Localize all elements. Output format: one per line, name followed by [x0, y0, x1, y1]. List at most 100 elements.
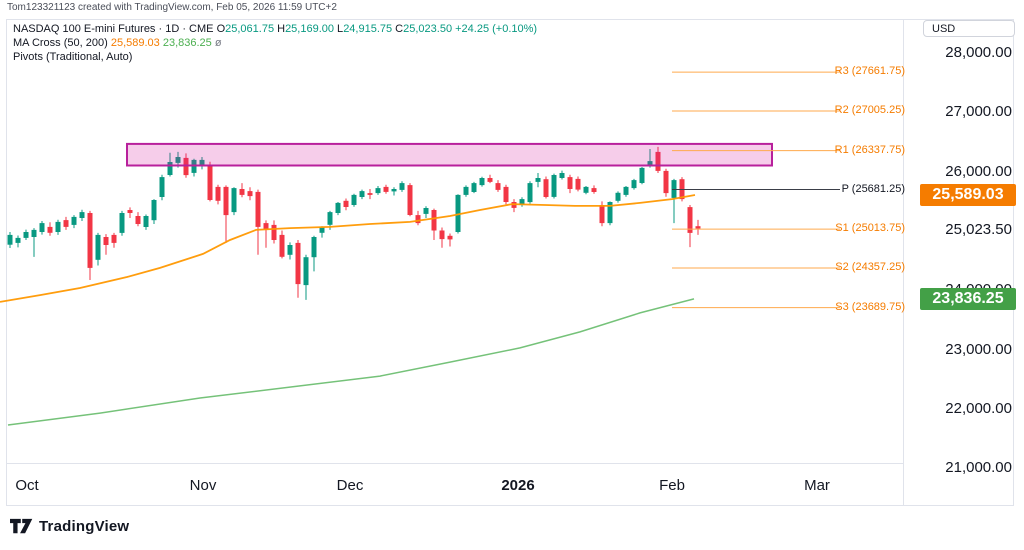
time-axis[interactable]: Oct Nov Dec 2026 Feb Mar [6, 464, 903, 506]
candle-body [455, 194, 461, 232]
candle-body [655, 151, 661, 171]
ma-cross-label: MA Cross (50, 200) [13, 37, 108, 49]
candle-body [111, 234, 117, 243]
candle-body [295, 242, 301, 285]
ma50-line [0, 194, 696, 303]
candle-body [527, 183, 533, 203]
candle-body [335, 202, 341, 213]
candle-body [127, 210, 133, 213]
candle-body [263, 223, 269, 229]
ohlc-letter: O [216, 23, 226, 35]
y-axis-tick: 26,000.00 [945, 162, 1012, 180]
symbol-title: NASDAQ 100 E-mini Futures · 1D · CME [13, 23, 214, 35]
change-value: +24.25 (+0.10%) [455, 23, 538, 35]
legend-pivots-row[interactable]: Pivots (Traditional, Auto) [13, 50, 537, 64]
resistance-rectangle [126, 142, 773, 167]
candle-body [415, 215, 421, 224]
candle-body [327, 212, 333, 225]
candle-body [639, 167, 645, 183]
candle-body [151, 200, 157, 221]
candle-body [79, 212, 85, 218]
ma200-price-badge: 23,836.25 [920, 287, 1016, 310]
watermark-text: Tom123321123 created with TradingView.co… [7, 2, 337, 13]
ma200-legend-value: 23,836.25 [162, 37, 212, 49]
candle-body [583, 186, 589, 193]
candle-body [351, 194, 357, 205]
candle-body [575, 178, 581, 190]
candle-body [279, 234, 285, 257]
candle-body [607, 202, 613, 224]
chart-legend: NASDAQ 100 E-mini Futures · 1D · CME O25… [13, 22, 537, 64]
x-axis-tick-2026: 2026 [501, 477, 535, 494]
ohlc-value: 25,169.00 [285, 23, 334, 35]
candle-body [23, 232, 29, 238]
candle-body [231, 188, 237, 213]
candle-body [143, 216, 149, 227]
candle-body [183, 157, 189, 176]
candle-body [695, 226, 701, 229]
candle-body [623, 186, 629, 195]
candle-body [407, 185, 413, 215]
tradingview-brand-text: TradingView [39, 517, 130, 535]
candle-body [175, 157, 181, 163]
y-axis-tick: 23,000.00 [945, 340, 1012, 358]
currency-toggle[interactable]: USD [923, 20, 1015, 37]
candle-body [39, 223, 45, 232]
candle-body [591, 188, 597, 192]
pivots-label: Pivots (Traditional, Auto) [13, 51, 133, 63]
legend-ma-cross-row[interactable]: MA Cross (50, 200) 25,589.03 23,836.25 ø [13, 36, 537, 50]
candle-body [663, 170, 669, 194]
candle-body [471, 183, 477, 192]
candle-body [367, 193, 373, 195]
candle-body [447, 235, 453, 240]
candle-body [167, 162, 173, 175]
candle-body [207, 165, 213, 200]
candle-body [199, 159, 205, 165]
candle-body [391, 189, 397, 192]
ma50-legend-value: 25,589.03 [110, 37, 160, 49]
ma200-line [7, 298, 695, 426]
ohlc-letter: H [274, 23, 286, 35]
tradingview-logo-icon [10, 518, 33, 534]
candle-body [631, 180, 637, 189]
candle-body [135, 216, 141, 224]
candle-body [423, 208, 429, 214]
x-axis-tick-mar: Mar [804, 477, 830, 494]
candle-body [119, 213, 125, 233]
price-axis-separator [903, 19, 904, 506]
candle-body [535, 178, 541, 182]
candle-body [239, 189, 245, 195]
ohlc-value: 25,023.50 [403, 23, 453, 35]
candle-body [599, 205, 605, 224]
candle-body [343, 200, 349, 207]
y-axis-tick: 22,000.00 [945, 399, 1012, 417]
x-axis-tick-dec: Dec [336, 477, 364, 494]
ohlc-values: O25,061.75 H25,169.00 L24,915.75 C25,023… [217, 23, 453, 35]
candle-body [463, 186, 469, 195]
ohlc-value: 25,061.75 [225, 23, 275, 35]
candle-body [543, 179, 549, 197]
chart-frame [6, 19, 1014, 506]
candle-body [311, 237, 317, 258]
candle-body [303, 257, 309, 286]
candle-body [687, 207, 693, 233]
candle-body [71, 216, 77, 225]
candle-body [215, 186, 221, 201]
candle-body [271, 224, 277, 240]
y-axis-tick: 25,023.50 [945, 220, 1012, 238]
candle-body [431, 210, 437, 231]
legend-symbol-row[interactable]: NASDAQ 100 E-mini Futures · 1D · CME O25… [13, 22, 537, 36]
candle-body [55, 221, 61, 232]
ohlc-letter: C [392, 23, 404, 35]
candle-body [87, 213, 93, 268]
candle-body [287, 245, 293, 255]
candle-body [615, 192, 621, 201]
candle-body [439, 230, 445, 240]
candle-body [375, 188, 381, 194]
tradingview-branding[interactable]: TradingView [10, 515, 129, 537]
price-axis[interactable]: 28,000.0027,000.0026,000.0025,023.5024,0… [903, 19, 1024, 506]
candle-body [95, 234, 101, 260]
candle-body [495, 183, 501, 190]
